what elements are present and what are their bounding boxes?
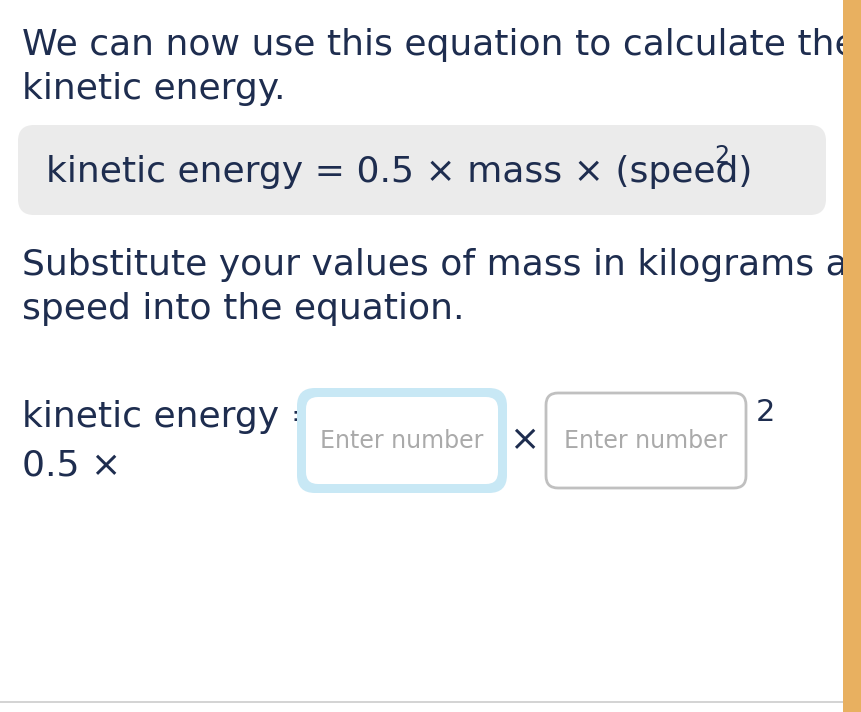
FancyBboxPatch shape [297,388,506,493]
FancyBboxPatch shape [18,125,825,215]
Text: Substitute your values of mass in kilograms and: Substitute your values of mass in kilogr… [22,248,861,282]
Text: kinetic energy =: kinetic energy = [22,400,320,434]
Text: 0.5 ×: 0.5 × [22,448,121,482]
Text: Enter number: Enter number [564,429,727,453]
Text: Enter number: Enter number [320,429,483,453]
Text: speed into the equation.: speed into the equation. [22,292,464,326]
Text: kinetic energy.: kinetic energy. [22,72,285,106]
Text: We can now use this equation to calculate the: We can now use this equation to calculat… [22,28,856,62]
Text: ×: × [508,424,538,458]
Text: 2: 2 [755,398,775,427]
Bar [842,0,861,712]
Text: kinetic energy = 0.5 × mass × (speed): kinetic energy = 0.5 × mass × (speed) [46,155,752,189]
Text: 2: 2 [713,144,728,168]
FancyBboxPatch shape [545,393,745,488]
FancyBboxPatch shape [306,397,498,484]
